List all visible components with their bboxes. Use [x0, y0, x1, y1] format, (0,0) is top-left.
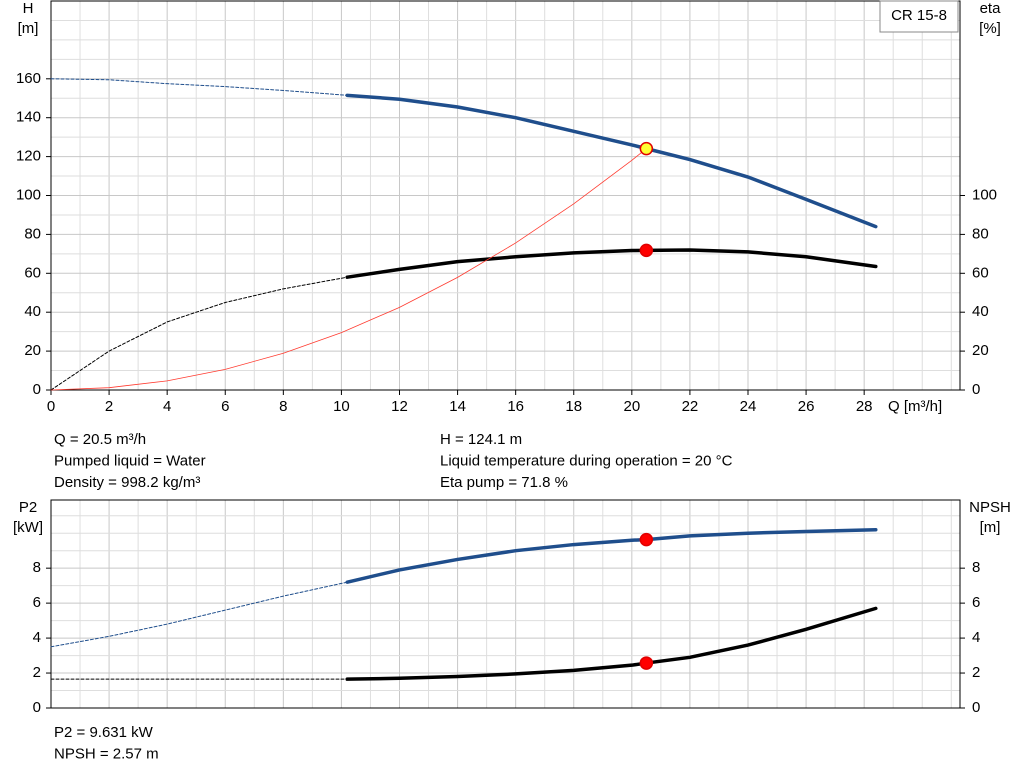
y-tick-label: 140	[16, 109, 41, 126]
y-tick-label: 2	[33, 664, 41, 681]
operating-point	[639, 656, 654, 670]
y2-axis-label: eta	[980, 0, 1002, 17]
y2-tick-label: 6	[972, 594, 980, 611]
x-tick-label: 26	[798, 398, 815, 415]
curve	[345, 606, 878, 681]
info-text: Q = 20.5 m³/h	[54, 431, 146, 448]
y-tick-label: 4	[33, 629, 41, 646]
y2-tick-label: 60	[972, 264, 989, 281]
operating-point	[639, 532, 654, 547]
operating-point	[639, 141, 654, 156]
y-tick-label: 160	[16, 70, 41, 87]
operating-point	[639, 243, 654, 258]
y-tick-label: 20	[24, 342, 41, 359]
x-tick-label: 16	[507, 398, 524, 415]
y2-tick-label: 0	[972, 699, 980, 716]
x-axis-label: Q [m³/h]	[888, 398, 942, 415]
curve	[50, 581, 348, 648]
info-text: Density = 998.2 kg/m³	[54, 474, 200, 491]
y2-tick-label: 80	[972, 225, 989, 242]
curve	[345, 93, 878, 229]
info-text: H = 124.1 m	[440, 431, 522, 448]
info-text: Eta pump = 71.8 %	[440, 474, 568, 491]
x-tick-label: 14	[449, 398, 466, 415]
y2-axis-label: [%]	[979, 20, 1001, 37]
x-tick-label: 8	[279, 398, 287, 415]
curve	[50, 148, 647, 391]
y-axis-label: H	[23, 0, 34, 17]
y-tick-label: 100	[16, 186, 41, 203]
title-box	[879, 0, 959, 33]
curve	[345, 248, 878, 279]
curve	[50, 276, 348, 391]
info-text: NPSH = 2.57 m	[54, 745, 159, 762]
y-tick-label: 0	[33, 699, 41, 716]
y2-tick-label: 2	[972, 664, 980, 681]
y-tick-label: 6	[33, 594, 41, 611]
y2-tick-label: 40	[972, 303, 989, 320]
x-tick-label: 28	[856, 398, 873, 415]
y2-tick-label: 20	[972, 342, 989, 359]
y2-axis-label: [m]	[980, 519, 1001, 536]
info-text: Pumped liquid = Water	[54, 452, 206, 469]
x-tick-label: 12	[391, 398, 408, 415]
x-tick-label: 24	[740, 398, 757, 415]
y-axis-label: [m]	[18, 20, 39, 37]
curve	[345, 527, 878, 584]
y2-tick-label: 0	[972, 381, 980, 398]
info-text: Liquid temperature during operation = 20…	[440, 452, 733, 469]
y-axis-label: [kW]	[13, 519, 43, 536]
y-tick-label: 0	[33, 381, 41, 398]
y2-tick-label: 100	[972, 186, 997, 203]
chart-title: CR 15-8	[891, 7, 947, 24]
y-tick-label: 120	[16, 148, 41, 165]
y-tick-label: 8	[33, 559, 41, 576]
info-text: P2 = 9.631 kW	[54, 724, 154, 741]
x-tick-label: 20	[623, 398, 640, 415]
y-axis-label: P2	[19, 499, 37, 516]
x-tick-label: 10	[333, 398, 350, 415]
x-tick-label: 18	[565, 398, 582, 415]
curve	[50, 78, 348, 96]
y2-axis-label: NPSH	[969, 499, 1011, 516]
y2-tick-label: 4	[972, 629, 980, 646]
y-tick-label: 40	[24, 303, 41, 320]
x-tick-label: 0	[47, 398, 55, 415]
x-tick-label: 4	[163, 398, 171, 415]
x-tick-label: 22	[682, 398, 699, 415]
x-tick-label: 2	[105, 398, 113, 415]
plot-frame	[50, 499, 961, 709]
x-tick-label: 6	[221, 398, 229, 415]
y2-tick-label: 8	[972, 559, 980, 576]
y-tick-label: 60	[24, 264, 41, 281]
y-tick-label: 80	[24, 225, 41, 242]
